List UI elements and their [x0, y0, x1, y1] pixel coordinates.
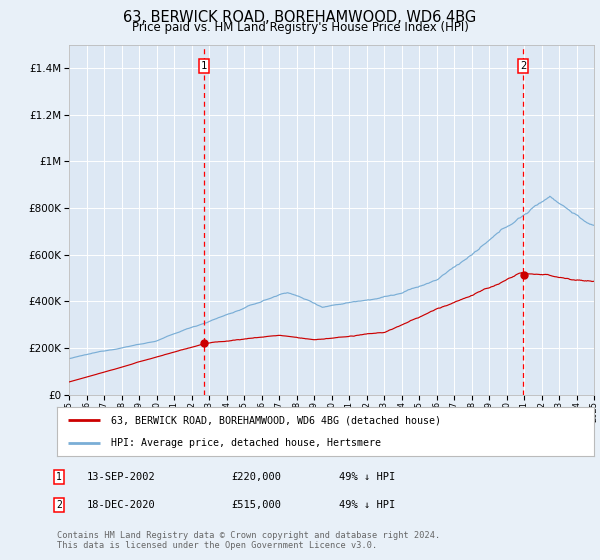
Text: 63, BERWICK ROAD, BOREHAMWOOD, WD6 4BG (detached house): 63, BERWICK ROAD, BOREHAMWOOD, WD6 4BG (…	[111, 416, 440, 426]
Text: Contains HM Land Registry data © Crown copyright and database right 2024.
This d: Contains HM Land Registry data © Crown c…	[57, 531, 440, 550]
Text: 49% ↓ HPI: 49% ↓ HPI	[339, 500, 395, 510]
Text: 63, BERWICK ROAD, BOREHAMWOOD, WD6 4BG: 63, BERWICK ROAD, BOREHAMWOOD, WD6 4BG	[124, 10, 476, 25]
Text: 1: 1	[201, 61, 207, 71]
Text: 18-DEC-2020: 18-DEC-2020	[87, 500, 156, 510]
Text: £515,000: £515,000	[231, 500, 281, 510]
Text: £220,000: £220,000	[231, 472, 281, 482]
Text: 1: 1	[56, 472, 62, 482]
Text: 13-SEP-2002: 13-SEP-2002	[87, 472, 156, 482]
Text: 2: 2	[520, 61, 526, 71]
Text: Price paid vs. HM Land Registry's House Price Index (HPI): Price paid vs. HM Land Registry's House …	[131, 21, 469, 34]
Text: 49% ↓ HPI: 49% ↓ HPI	[339, 472, 395, 482]
Text: HPI: Average price, detached house, Hertsmere: HPI: Average price, detached house, Hert…	[111, 438, 381, 448]
Text: 2: 2	[56, 500, 62, 510]
